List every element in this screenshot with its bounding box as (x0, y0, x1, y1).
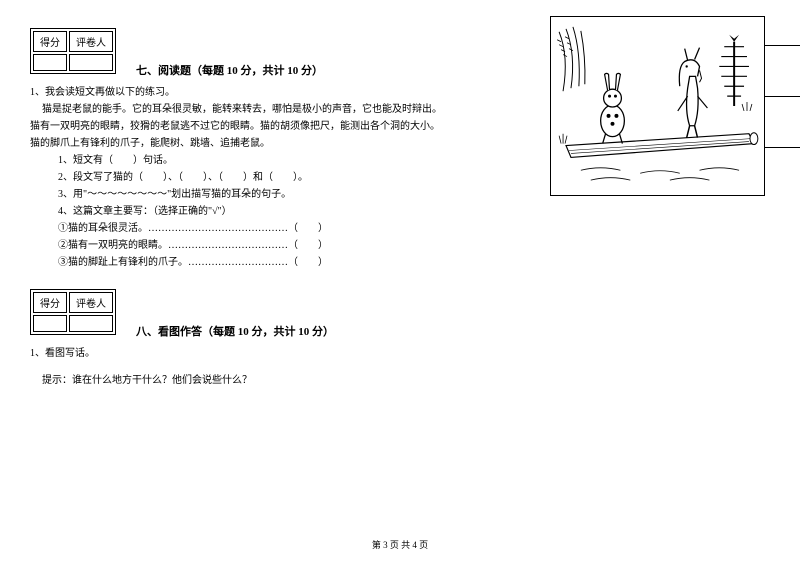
score-label: 得分 (33, 31, 67, 52)
section-7-title: 七、阅读题（每题 10 分，共计 10 分） (136, 62, 323, 78)
section-8-picture: 得分 评卷人 八、看图作答（每题 10 分，共计 10 分） 1、看图写话。 提… (30, 289, 770, 389)
item-4: 4、这篇文章主要写：（选择正确的"√"） (58, 203, 770, 220)
score-box-7: 得分 评卷人 (30, 28, 116, 74)
hint-text: 提示：谁在什么地方干什么？他们会说些什么？ (42, 372, 770, 389)
choice-1: ①猫的耳朵很灵活。……………………………………（ ） (58, 220, 770, 237)
grader-cell (69, 315, 113, 332)
score-cell (33, 315, 67, 332)
q1-label-8: 1、看图写话。 (30, 345, 770, 362)
illustration-box (550, 16, 765, 196)
grader-label: 评卷人 (69, 31, 113, 52)
score-cell (33, 54, 67, 71)
grader-cell (69, 54, 113, 71)
illustration-svg (551, 17, 764, 195)
score-box-8: 得分 评卷人 (30, 289, 116, 335)
score-label: 得分 (33, 292, 67, 313)
choice-2: ②猫有一双明亮的眼睛。………………………………（ ） (58, 237, 770, 254)
grader-label: 评卷人 (69, 292, 113, 313)
page-footer: 第 3 页 共 4 页 (0, 538, 800, 551)
section-8-title: 八、看图作答（每题 10 分，共计 10 分） (136, 323, 334, 339)
choice-3: ③猫的脚趾上有锋利的爪子。…………………………（ ） (58, 254, 770, 271)
